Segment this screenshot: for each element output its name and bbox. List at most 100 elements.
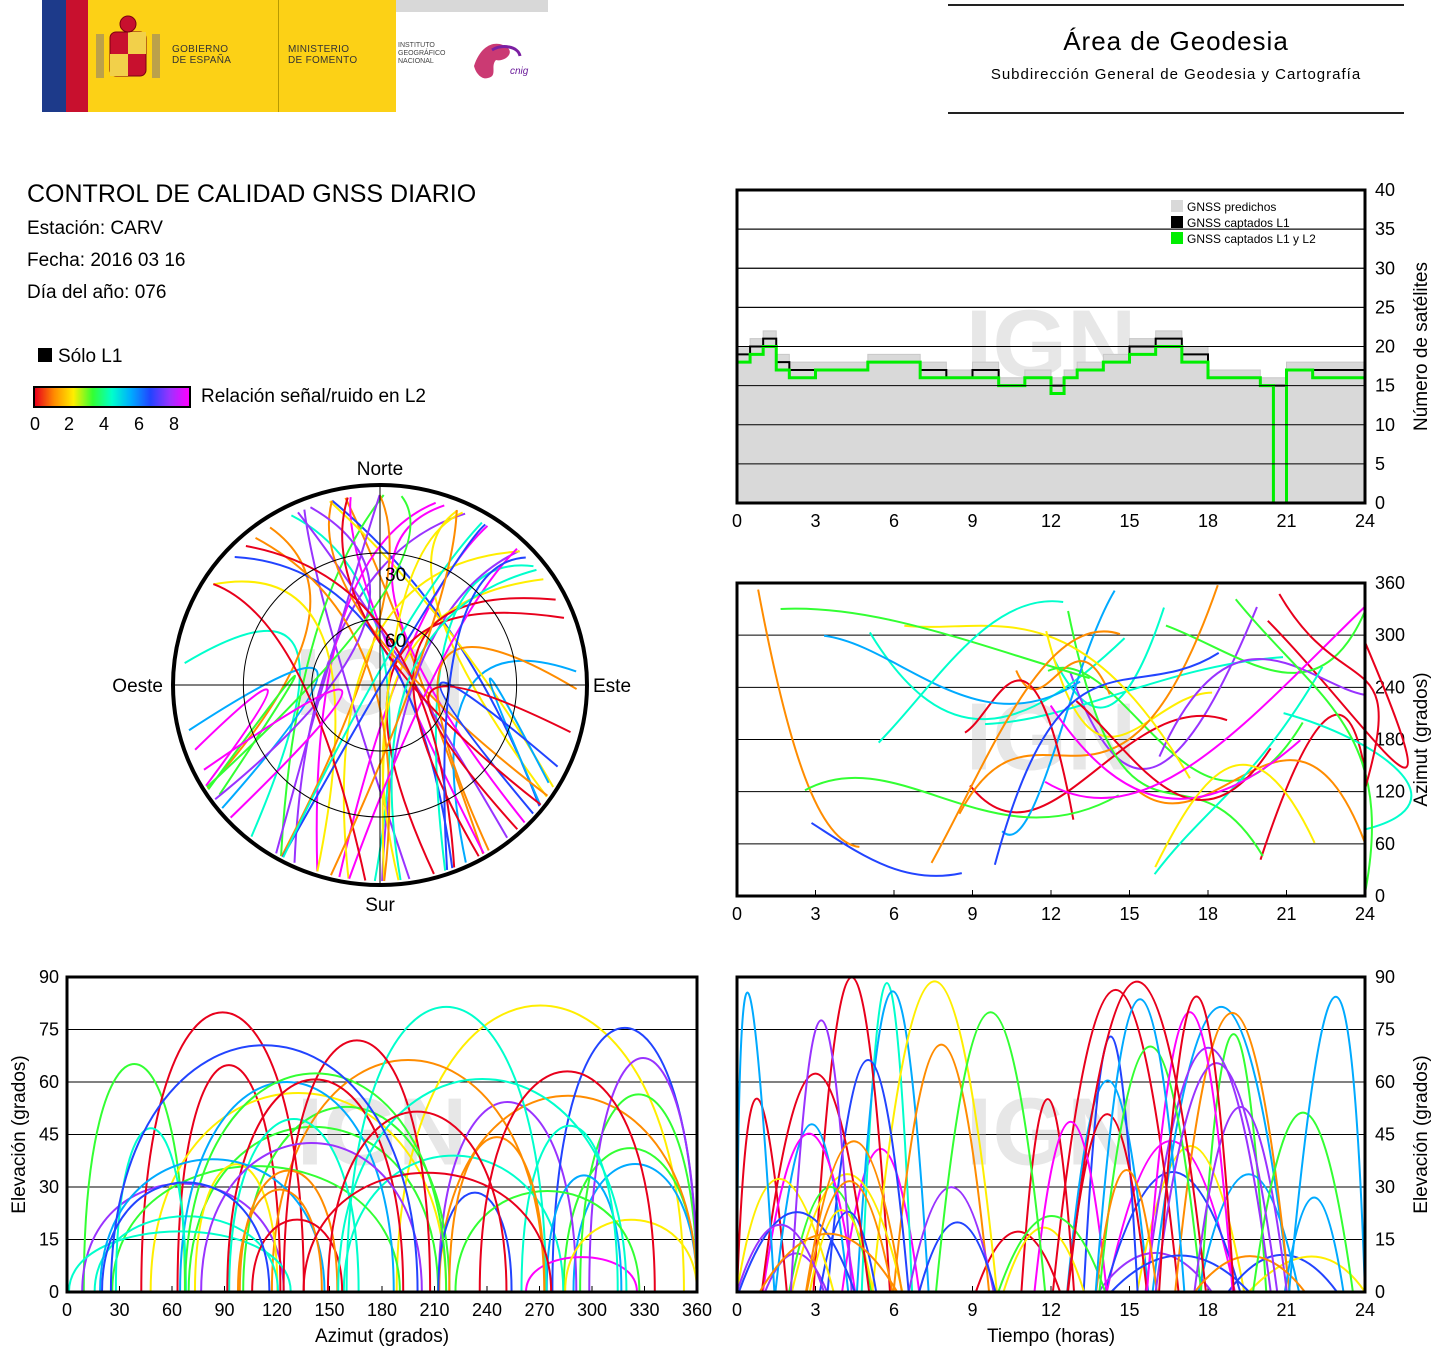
skyplot-track [194, 688, 269, 787]
snr-tick: 8 [169, 414, 180, 434]
satellite-arc [572, 1163, 698, 1293]
snr-label: Relación señal/ruido en L2 [201, 386, 426, 407]
snr-tick: 0 [30, 414, 41, 434]
cnig-text: cnig [510, 66, 529, 77]
x-tick-label: 6 [889, 904, 899, 923]
x-tick-label: 3 [810, 1300, 820, 1320]
y-tick-label: 20 [1375, 337, 1395, 357]
snr-colorbar [33, 386, 191, 408]
elevation-arc [871, 980, 998, 1293]
x-tick-label: 90 [214, 1300, 234, 1320]
x-tick-label: 15 [1119, 511, 1139, 530]
y-tick-label: 0 [49, 1282, 59, 1302]
x-tick-label: 330 [629, 1300, 659, 1320]
ign-logo-box [396, 12, 546, 112]
x-tick-label: 240 [472, 1300, 502, 1320]
satellite-arc [438, 1094, 698, 1293]
skyplot-track [342, 550, 520, 879]
y-tick-label: 60 [39, 1072, 59, 1092]
skyplot-track [184, 629, 301, 838]
y-tick-label: 0 [1375, 886, 1385, 906]
x-tick-label: 24 [1355, 1300, 1375, 1320]
x-tick-label: 15 [1119, 1300, 1139, 1320]
x-tick-label: 21 [1276, 904, 1296, 923]
satellite-arc [478, 1070, 656, 1293]
elevation-arc [1145, 1011, 1234, 1293]
y-axis-label: Elevación (grados) [9, 1055, 30, 1213]
elevation-arc [918, 1221, 997, 1293]
skyplot-track [280, 494, 385, 857]
elevation-arc [737, 1211, 856, 1293]
area-title: Área de Geodesia [1063, 26, 1289, 56]
elevation-arc [1154, 1062, 1279, 1293]
skyplot-track [293, 512, 466, 863]
x-tick-label: 21 [1276, 511, 1296, 530]
satellite-arc [448, 1136, 546, 1293]
satellite-track [877, 600, 1064, 744]
skyplot-track [282, 521, 483, 858]
satellite-track [1075, 700, 1272, 802]
x-tick-label: 9 [967, 1300, 977, 1320]
satellite-track [810, 822, 963, 877]
y-tick-label: 30 [39, 1177, 59, 1197]
elevation-arc [1197, 1173, 1300, 1293]
y-axis-label: Número de satélites [1411, 262, 1432, 431]
satellite-track [930, 630, 1121, 864]
y-tick-label: 15 [39, 1230, 59, 1250]
skyplot-track [213, 583, 367, 881]
x-tick-label: 24 [1355, 511, 1375, 530]
x-tick-label: 150 [314, 1300, 344, 1320]
elevation-arc [805, 1180, 894, 1293]
y-tick-label: 60 [1375, 1072, 1395, 1092]
skyplot-track [203, 688, 344, 819]
satellite-arc [109, 1044, 419, 1293]
x-tick-label: 3 [810, 904, 820, 923]
y-tick-label: 300 [1375, 625, 1405, 645]
satellite-arc [437, 1101, 578, 1293]
elevation-arc [790, 1173, 904, 1293]
l1-only-swatch [38, 348, 52, 362]
legend-label: GNSS captados L1 y L2 [1187, 232, 1316, 246]
plot-border [65, 975, 699, 1294]
x-tick-label: 300 [577, 1300, 607, 1320]
y-tick-label: 90 [1375, 967, 1395, 987]
skyplot-track [443, 556, 526, 871]
l1-only-label: Sólo L1 [58, 346, 123, 367]
elevation-arc [789, 1019, 853, 1293]
elevation-azimuth-chart: 0 15 30 45 60 75 90 0 30 60 90 120 150 180 210 240 270 30… [9, 967, 712, 1347]
elevation-arc [804, 1140, 903, 1293]
skyplot-track [280, 494, 391, 857]
plot-border [735, 581, 1367, 898]
x-tick-label: 18 [1198, 904, 1218, 923]
satellite-track [823, 634, 1081, 705]
satellite-track [993, 652, 1220, 866]
satellite-track [1053, 607, 1165, 709]
elevation-arc [1158, 995, 1235, 1293]
elevation-arc [997, 1215, 1107, 1293]
satellite-arc [345, 1006, 547, 1293]
spain-flag-red-stripe [66, 0, 88, 112]
elevation-arc [1098, 1045, 1203, 1293]
x-tick-label: 12 [1041, 511, 1061, 530]
elevation-arc [1095, 1169, 1158, 1293]
ministerio-label: MINISTERIO DE FOMENTO [288, 44, 358, 66]
east-label: Este [593, 676, 631, 697]
legend-swatch [1171, 232, 1183, 244]
x-axis-label: Azimut (grados) [315, 1326, 449, 1347]
skyplot-track [281, 523, 486, 858]
north-label: Norte [357, 459, 403, 480]
y-tick-label: 60 [1375, 834, 1395, 854]
satellite-track [757, 589, 860, 848]
skyplot-track [452, 659, 577, 863]
snr-tick-row: 0 2 4 6 8 [30, 414, 200, 436]
x-tick-label: 15 [1119, 904, 1139, 923]
satellite-track [1001, 590, 1116, 836]
area-header: Área de Geodesia Subdirección General de… [948, 4, 1404, 114]
date-label: Fecha: 2016 03 16 [27, 250, 186, 271]
satellite-track [1067, 610, 1264, 857]
government-logo-block: GOBIERNO DE ESPAÑA MINISTERIO DE FOMENTO I… [42, 0, 548, 112]
plot-border [735, 188, 1367, 505]
area-subtitle: Subdirección General de Geodesia y Carto… [990, 66, 1362, 83]
x-tick-label: 18 [1198, 1300, 1218, 1320]
skyplot-track [255, 537, 391, 882]
